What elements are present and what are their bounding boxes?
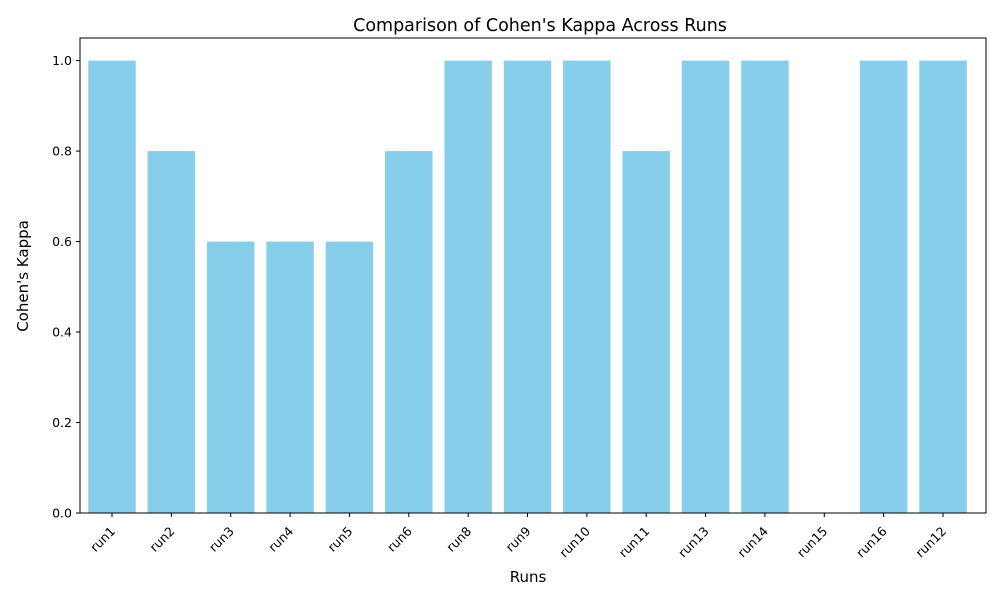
bar-run8 bbox=[444, 60, 492, 514]
y-axis-label: Cohen's Kappa bbox=[14, 220, 32, 332]
x-tick-label: run10 bbox=[556, 523, 593, 560]
bar-run6 bbox=[385, 151, 433, 513]
chart-title: Comparison of Cohen's Kappa Across Runs bbox=[353, 16, 727, 36]
x-tick-label: run5 bbox=[324, 524, 355, 555]
bar-run9 bbox=[503, 60, 552, 514]
bar-run10 bbox=[563, 60, 611, 514]
bar-run1 bbox=[88, 60, 136, 514]
x-tick-label: run14 bbox=[734, 523, 771, 560]
x-tick-label: run1 bbox=[87, 524, 118, 555]
x-axis-label: Runs bbox=[510, 568, 547, 586]
y-axis-ticks: 0.0 0.2 0.4 0.6 0.8 1.0 bbox=[52, 53, 80, 521]
x-tick-label: run13 bbox=[675, 524, 712, 561]
x-tick-label: run3 bbox=[206, 524, 237, 555]
bar-run13 bbox=[681, 60, 730, 514]
x-axis-ticks: run1 run2 run3 run4 run5 run6 run8 run9 run10 run… bbox=[87, 513, 949, 560]
y-tick-label: 1.0 bbox=[52, 53, 72, 68]
y-tick-label: 0.2 bbox=[52, 415, 72, 430]
bar-run3 bbox=[206, 241, 255, 513]
bar-run11 bbox=[622, 151, 670, 513]
bars-group bbox=[88, 60, 967, 514]
x-tick-label: run9 bbox=[503, 523, 534, 554]
bar-run5 bbox=[325, 241, 374, 513]
x-tick-label: run4 bbox=[265, 523, 296, 554]
x-tick-label: run16 bbox=[853, 523, 890, 560]
bar-run12 bbox=[919, 60, 967, 514]
bar-run2 bbox=[147, 151, 196, 513]
x-tick-label: run8 bbox=[443, 523, 474, 554]
plot-frame bbox=[79, 37, 987, 514]
bar-run14 bbox=[741, 60, 789, 514]
y-tick-label: 0.8 bbox=[52, 144, 72, 159]
y-tick-label: 0.0 bbox=[52, 506, 72, 521]
bar-run16 bbox=[859, 60, 908, 514]
y-tick-label: 0.4 bbox=[52, 325, 72, 340]
y-tick-label: 0.6 bbox=[52, 234, 72, 249]
x-tick-label: run15 bbox=[794, 524, 831, 561]
x-tick-label: run6 bbox=[384, 523, 415, 554]
bar-run4 bbox=[266, 241, 314, 513]
x-tick-label: run2 bbox=[146, 524, 177, 555]
x-tick-label: run12 bbox=[912, 524, 949, 561]
x-tick-label: run11 bbox=[616, 524, 653, 561]
